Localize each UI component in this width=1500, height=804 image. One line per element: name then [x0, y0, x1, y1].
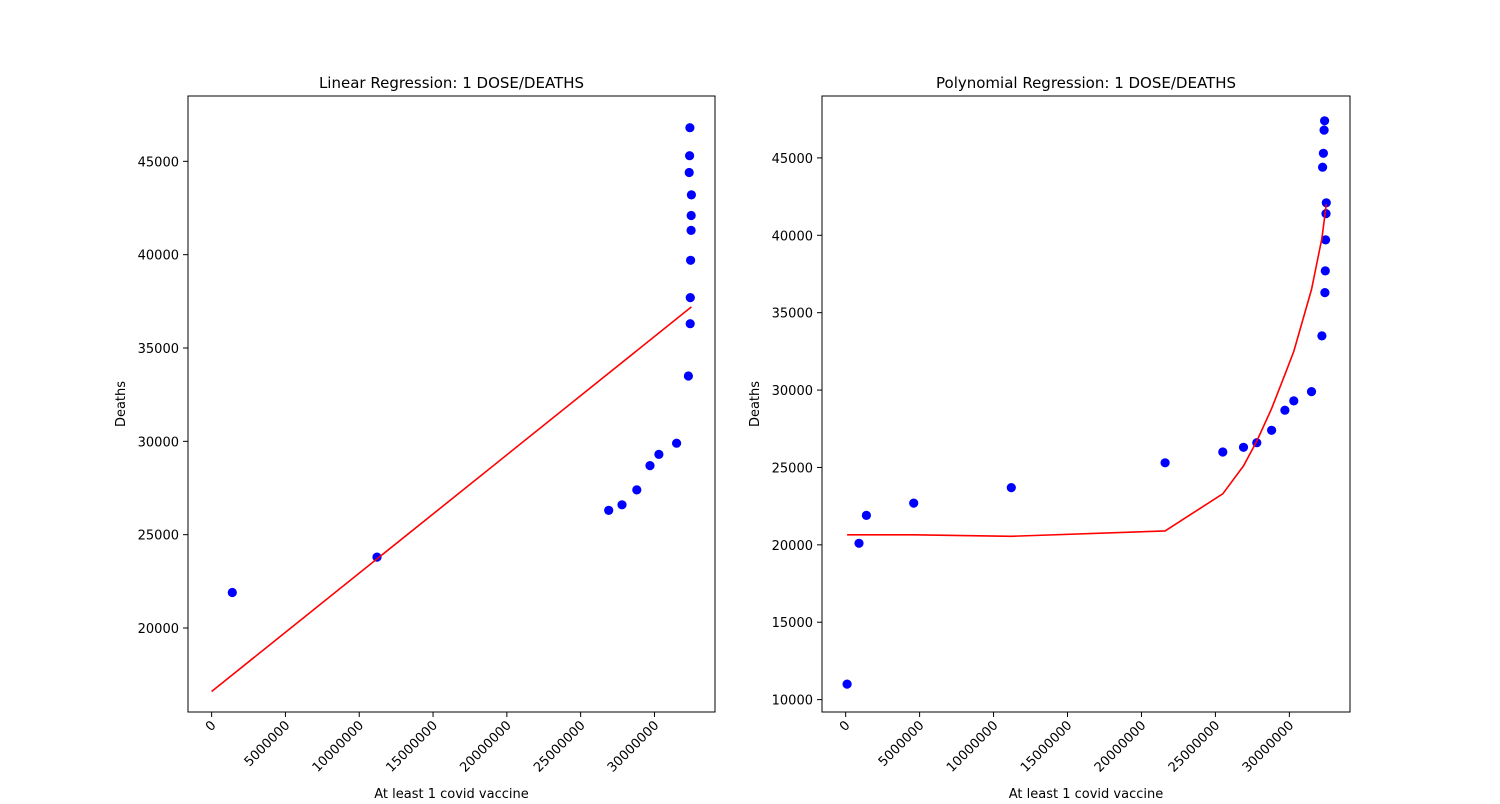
polynomial-regression-chart: Polynomial Regression: 1 DOSE/DEATHS 0 50…	[748, 74, 1351, 802]
data-point	[686, 190, 697, 200]
x-tick-label: 30000000	[605, 718, 662, 775]
x-tick-label: 10000000	[944, 718, 1001, 775]
y-tick-label: 25000	[772, 461, 813, 476]
data-point	[686, 255, 696, 265]
data-point	[1289, 396, 1299, 406]
x-tick-label: 0	[203, 718, 219, 734]
data-point	[1267, 425, 1277, 435]
y-tick-label: 45000	[138, 155, 179, 170]
data-point	[632, 485, 642, 495]
x-tick-label: 5000000	[242, 718, 294, 770]
data-point	[1320, 288, 1330, 298]
data-point	[1321, 209, 1331, 219]
data-point	[372, 552, 382, 562]
data-point	[1320, 116, 1330, 126]
x-tick-label: 0	[837, 718, 853, 734]
data-point	[1006, 483, 1016, 493]
data-point	[1321, 235, 1331, 245]
data-point	[1317, 331, 1327, 341]
data-point	[685, 123, 695, 133]
y-tick-label: 30000	[138, 435, 179, 450]
y-axis: 10000 15000 20000 25000 30000 35000 40000 45000	[772, 152, 822, 709]
data-point	[685, 151, 695, 161]
data-point	[1318, 162, 1328, 172]
data-point	[842, 679, 852, 689]
series-layer	[842, 116, 1331, 689]
data-point	[1160, 458, 1170, 468]
y-axis: 20000 25000 30000 35000 40000 45000	[138, 155, 188, 637]
data-point	[684, 167, 694, 178]
x-tick-label: 20000000	[457, 718, 514, 775]
y-tick-label: 20000	[772, 539, 813, 554]
x-tick-label: 20000000	[1092, 718, 1149, 775]
data-point	[1306, 387, 1317, 397]
series-layer	[211, 123, 697, 693]
y-tick-label: 45000	[772, 152, 813, 167]
data-point	[854, 538, 864, 548]
y-axis-label: Deaths	[114, 381, 129, 427]
data-point	[227, 587, 237, 598]
plot-area	[821, 95, 1351, 713]
data-point	[1321, 198, 1331, 208]
linear-regression-chart: Linear Regression: 1 DOSE/DEATHS 0 500000…	[114, 74, 716, 802]
x-axis-label: At least 1 covid vaccine	[374, 787, 528, 800]
x-tick-label: 15000000	[1018, 718, 1075, 775]
x-axis: 0 5000000 10000000 15000000 20000000 25000000…	[837, 712, 1297, 776]
plot-area	[187, 95, 716, 713]
data-point	[672, 438, 682, 448]
regression-line	[847, 204, 1328, 538]
data-point	[683, 371, 694, 381]
data-point	[861, 510, 872, 520]
y-axis-label: Deaths	[748, 381, 763, 427]
y-tick-label: 10000	[772, 694, 813, 709]
data-point	[685, 319, 695, 329]
data-point	[645, 461, 655, 471]
y-tick-label: 35000	[772, 307, 813, 322]
x-tick-label: 5000000	[876, 718, 928, 770]
x-tick-label: 15000000	[383, 718, 440, 775]
y-tick-label: 20000	[138, 622, 179, 637]
data-point	[654, 449, 664, 459]
y-tick-label: 30000	[772, 384, 813, 399]
x-tick-label: 10000000	[310, 718, 367, 775]
data-point	[1318, 148, 1328, 158]
x-axis: 0 5000000 10000000 15000000 20000000 25000000…	[203, 712, 662, 776]
data-point	[685, 293, 695, 303]
x-axis-label: At least 1 covid vaccine	[1009, 787, 1163, 800]
data-point	[617, 500, 627, 510]
x-tick-label: 25000000	[1166, 718, 1223, 775]
data-point	[909, 498, 919, 508]
data-point	[686, 225, 696, 235]
chart-title: Linear Regression: 1 DOSE/DEATHS	[319, 74, 584, 92]
data-point	[1320, 266, 1330, 276]
x-tick-label: 30000000	[1240, 718, 1297, 775]
y-tick-label: 35000	[138, 342, 179, 357]
data-point	[686, 210, 696, 221]
data-point	[1238, 442, 1249, 452]
chart-title: Polynomial Regression: 1 DOSE/DEATHS	[936, 74, 1236, 92]
y-tick-label: 15000	[772, 616, 813, 631]
y-tick-label: 40000	[138, 249, 179, 264]
y-tick-label: 40000	[772, 229, 813, 244]
data-point	[604, 505, 614, 515]
x-tick-label: 25000000	[531, 718, 588, 775]
data-point	[1280, 405, 1290, 415]
data-point	[1218, 447, 1228, 457]
regression-line	[211, 306, 692, 693]
y-tick-label: 25000	[138, 529, 179, 544]
data-point	[1319, 125, 1329, 135]
